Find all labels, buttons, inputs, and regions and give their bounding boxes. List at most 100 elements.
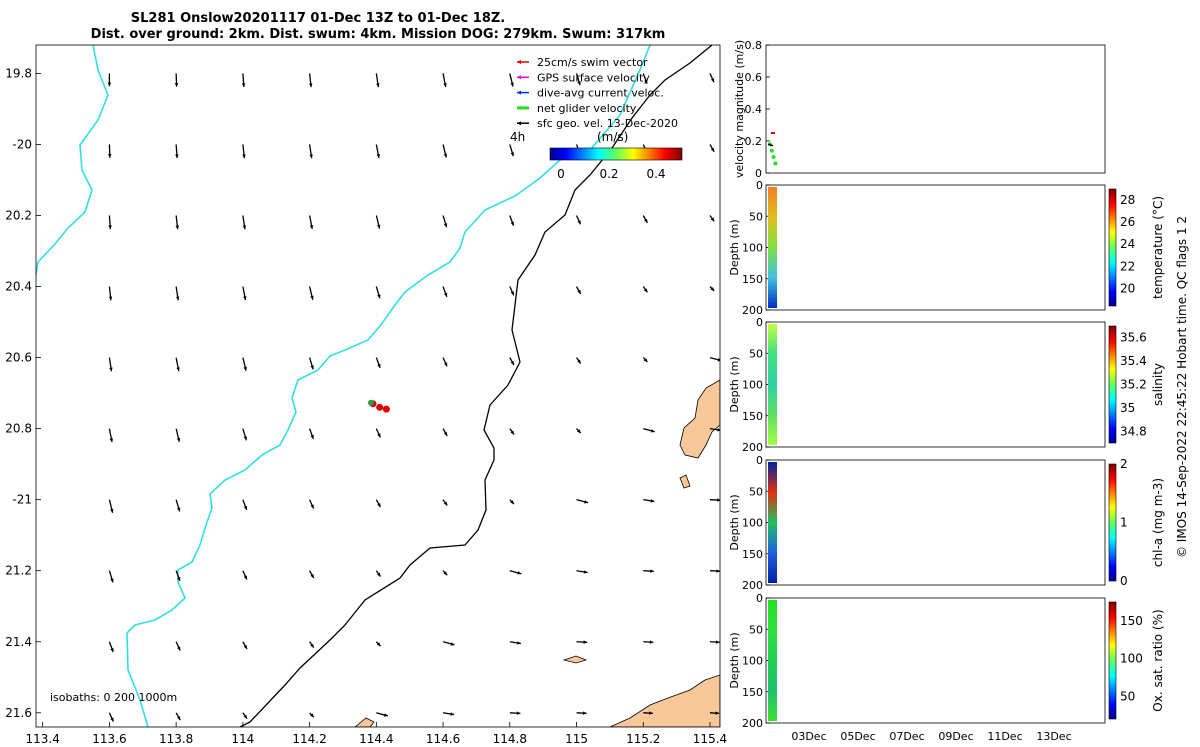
vector-head bbox=[510, 291, 514, 296]
map-x-axis: 113.4 113.6 113.8 114 114.2 114.4 114.6 114.8 11… bbox=[25, 722, 727, 746]
colorbar-tick: 0.4 bbox=[646, 167, 665, 181]
vector-head bbox=[108, 296, 113, 301]
depth-tick-label: 150 bbox=[742, 410, 763, 423]
vector-head bbox=[717, 358, 720, 362]
vector-head bbox=[377, 503, 381, 507]
profile-panel: 0 50 100 150 200 Depth (m) 0 1 2 chl-a (mg m-3) bbox=[728, 454, 1165, 592]
isobaths-label: isobaths: 0 200 1000m bbox=[50, 691, 177, 704]
colorbar-tick-label: 34.8 bbox=[1120, 424, 1147, 438]
depth-tick-label: 50 bbox=[749, 347, 763, 360]
colorbar-tick-label: 50 bbox=[1120, 689, 1135, 703]
vector-head bbox=[443, 83, 447, 87]
vector-head bbox=[107, 82, 112, 87]
vector-head bbox=[243, 505, 248, 510]
colorbar-tick-label: 28 bbox=[1120, 193, 1135, 207]
depth-tick-label: 200 bbox=[742, 579, 763, 592]
legend-label: sfc geo. vel. 13-Dec-2020 bbox=[537, 117, 678, 130]
vector-head bbox=[308, 83, 313, 88]
vector-head bbox=[576, 429, 581, 434]
vector-head bbox=[716, 569, 720, 573]
velocity-ylabel: velocity magnitude (m/s) bbox=[733, 40, 746, 178]
vector-head bbox=[710, 147, 715, 152]
vector-head bbox=[443, 571, 448, 576]
vector-head bbox=[383, 713, 388, 717]
profile-panel: 0 50 100 150 200 Depth (m) 20 22 24 26 28 temperatu… bbox=[728, 179, 1165, 317]
depth-tick-label: 200 bbox=[742, 304, 763, 317]
y-tick-label: 21.2 bbox=[5, 564, 32, 578]
vector-head bbox=[110, 648, 114, 653]
vector-head bbox=[175, 225, 179, 230]
vector-head bbox=[376, 83, 380, 88]
depth-tick-label: 0 bbox=[756, 316, 763, 329]
vector-head bbox=[376, 642, 381, 647]
vector-head bbox=[443, 153, 448, 158]
depth-axis-label: Depth (m) bbox=[728, 632, 741, 688]
legend-arrowhead bbox=[517, 75, 521, 80]
depth-tick-label: 100 bbox=[742, 655, 763, 668]
profile-variable-label: Ox. sat. ratio (%) bbox=[1151, 609, 1165, 711]
map-frame bbox=[35, 44, 721, 728]
depth-axis-label: Depth (m) bbox=[728, 356, 741, 412]
profile-colorbar bbox=[1108, 325, 1117, 444]
vector-head bbox=[176, 367, 180, 372]
land-small-1 bbox=[679, 474, 691, 489]
y-tick-label: 21.6 bbox=[5, 706, 32, 720]
velocity-series bbox=[767, 132, 778, 166]
y-tick-label: -20 bbox=[12, 137, 32, 151]
vector-head bbox=[644, 218, 648, 223]
vector-head bbox=[710, 287, 715, 291]
date-tick-label: 09Dec bbox=[938, 730, 973, 743]
vector-head bbox=[583, 570, 588, 574]
date-tick-label: 13Dec bbox=[1036, 730, 1071, 743]
vector-head bbox=[510, 500, 514, 505]
vector-head bbox=[310, 574, 314, 579]
vector-head bbox=[649, 711, 653, 715]
y-tick-label: 21.4 bbox=[5, 635, 32, 649]
vector-head bbox=[309, 154, 313, 159]
vector-head bbox=[650, 499, 655, 503]
depth-tick-label: 200 bbox=[742, 441, 763, 454]
vector-head bbox=[376, 154, 380, 158]
colorbar-tick-label: 35.4 bbox=[1120, 354, 1147, 368]
vector-head bbox=[717, 428, 720, 432]
profile-colorbar bbox=[1108, 188, 1117, 307]
date-tick-label: 11Dec bbox=[987, 730, 1022, 743]
x-tick-label: 113.6 bbox=[92, 732, 126, 746]
glider-position bbox=[376, 403, 384, 411]
velocity-tick-label: 0 bbox=[755, 167, 762, 180]
vector-head bbox=[715, 640, 720, 644]
x-tick-label: 113.4 bbox=[25, 732, 59, 746]
vector-head bbox=[517, 571, 522, 575]
vector-head bbox=[309, 225, 314, 230]
x-tick-label: 114 bbox=[231, 732, 254, 746]
profile-frame bbox=[765, 459, 1106, 586]
date-tick-label: 07Dec bbox=[889, 730, 924, 743]
profile-frame bbox=[765, 184, 1106, 311]
depth-tick-label: 0 bbox=[756, 592, 763, 605]
profile-data-column bbox=[768, 187, 777, 308]
vector-head bbox=[577, 359, 581, 364]
date-axis: 03Dec 05Dec 07Dec 09Dec 11Dec 13Dec bbox=[791, 730, 1071, 743]
velocity-point bbox=[771, 155, 776, 159]
y-tick-label: 20.6 bbox=[5, 351, 32, 365]
x-tick-label: 114.6 bbox=[426, 732, 460, 746]
vector-head bbox=[584, 500, 589, 504]
vector-head bbox=[644, 79, 648, 84]
vector-head bbox=[243, 714, 248, 719]
profile-data-column bbox=[768, 462, 777, 583]
glider-start bbox=[367, 399, 374, 406]
vector-head bbox=[243, 366, 247, 371]
profile-frame bbox=[765, 597, 1106, 724]
vector-head bbox=[243, 436, 248, 441]
velocity-point bbox=[769, 148, 774, 153]
vector-head bbox=[241, 83, 246, 87]
vector-head bbox=[577, 289, 581, 294]
velocity-tick-label: 0.2 bbox=[745, 135, 763, 148]
vector-head bbox=[310, 504, 314, 509]
colorbar-tick-label: 22 bbox=[1120, 259, 1135, 273]
profile-variable-label: salinity bbox=[1151, 363, 1165, 406]
colorbar-tick-label: 35.6 bbox=[1120, 331, 1147, 345]
vector-head bbox=[242, 154, 246, 159]
